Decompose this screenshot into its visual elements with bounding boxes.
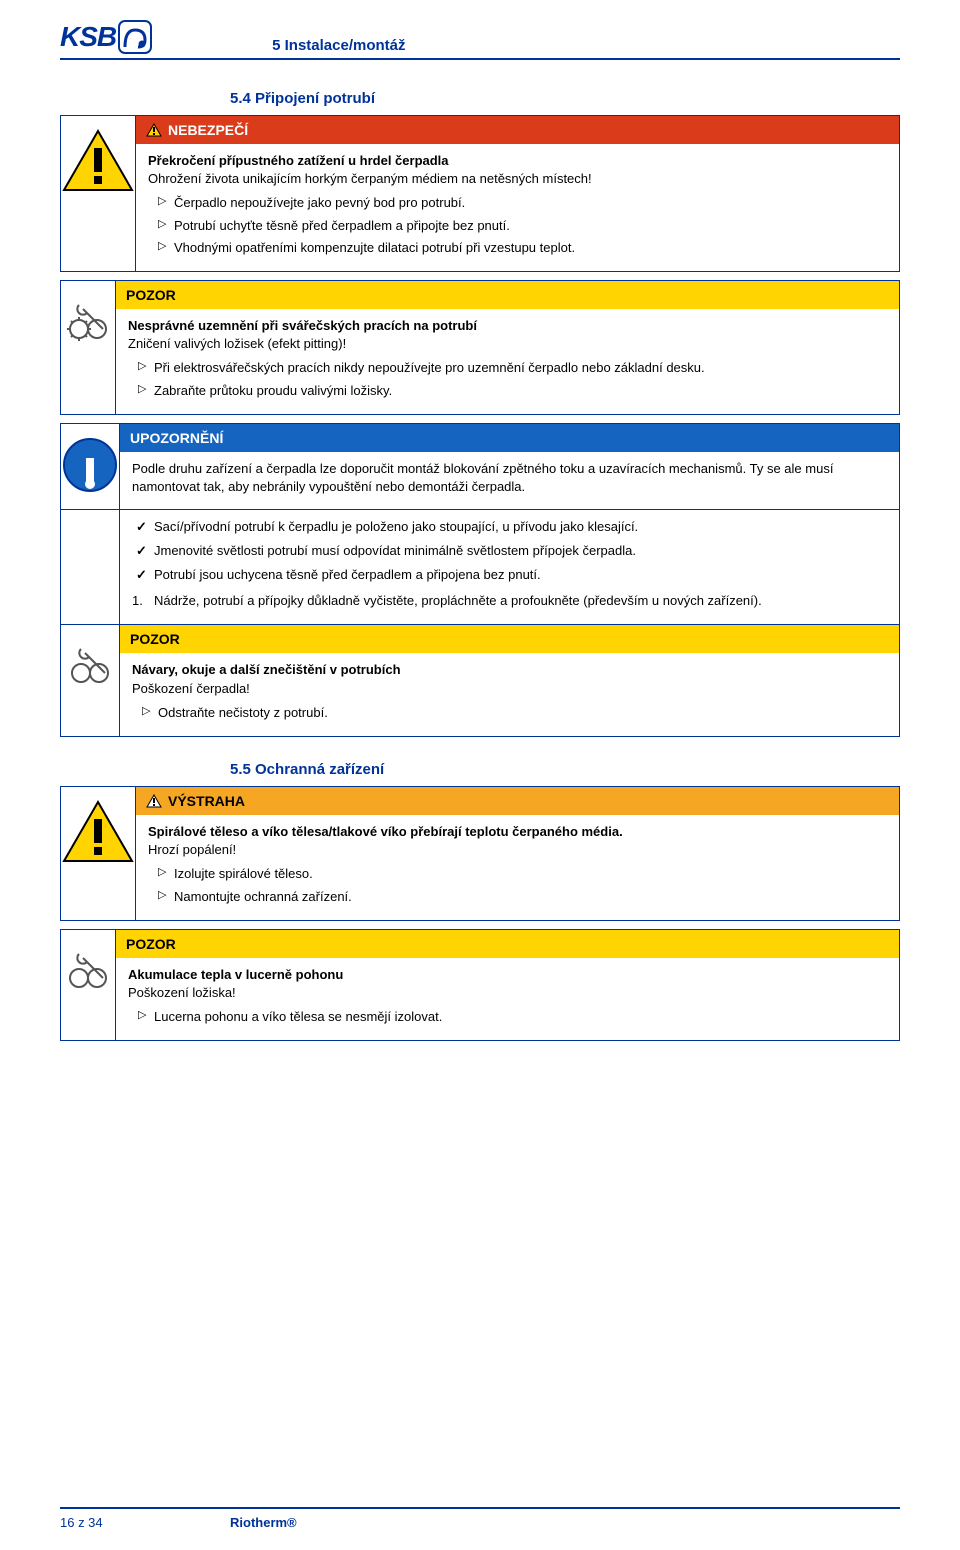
notice-text: Podle druhu zařízení a čerpadla lze dopo… (120, 452, 899, 506)
warning-banner: VÝSTRAHA (136, 787, 899, 815)
caution55-label: POZOR (126, 936, 176, 952)
notice-box: UPOZORNĚNÍ Podle druhu zařízení a čerpad… (60, 423, 900, 737)
chapter-title: 5 Instalace/montáž (272, 37, 405, 54)
danger-banner: NEBEZPEČÍ (136, 116, 899, 144)
wrench-gear-icon (61, 942, 115, 996)
caution1-sub: Zničení valivých ložisek (efekt pitting)… (128, 335, 887, 353)
product-name: Riotherm® (230, 1515, 297, 1530)
checks-block: Sací/přívodní potrubí k čerpadlu je polo… (120, 518, 899, 625)
warning-list: Izolujte spirálové těleso. Namontujte oc… (148, 865, 887, 905)
notice-banner: UPOZORNĚNÍ (120, 424, 899, 452)
caution55-icon-cell (61, 929, 116, 1041)
wrench-gear-icon (61, 293, 115, 347)
check-item: Potrubí jsou uchycena těsně před čerpadl… (132, 566, 887, 584)
caution1-banner: POZOR (116, 281, 899, 309)
caution2-text: Návary, okuje a další znečištění v potru… (120, 653, 899, 736)
caution55-headline: Akumulace tepla v lucerně pohonu (128, 966, 887, 984)
caution2-label: POZOR (130, 631, 180, 647)
warning-item: Namontujte ochranná zařízení. (148, 888, 887, 906)
caution1-headline: Nesprávné uzemnění při svářečských prací… (128, 317, 887, 335)
warning-item: Izolujte spirálové těleso. (148, 865, 887, 883)
caution1-item: Zabraňte průtoku proudu valivými ložisky… (128, 382, 887, 400)
banner-warning-icon (146, 794, 162, 808)
section-5-5-title: 5.5 Ochranná zařízení (230, 761, 900, 778)
caution2-headline: Návary, okuje a další znečištění v potru… (132, 661, 887, 679)
danger-icon-cell (61, 116, 136, 272)
banner-warning-icon (146, 123, 162, 137)
notice-icon-cell (61, 423, 120, 509)
page-footer: 16 z 34 Riotherm® (60, 1507, 900, 1530)
caution1-label: POZOR (126, 287, 176, 303)
page-number: 16 z 34 (60, 1515, 230, 1530)
warning-headline: Spirálové těleso a víko tělesa/tlakové v… (148, 823, 887, 841)
danger-item: Vhodnými opatřeními kompenzujte dilataci… (148, 239, 887, 257)
caution1-icon-cell (61, 280, 116, 414)
notice-label: UPOZORNĚNÍ (130, 430, 223, 446)
danger-list: Čerpadlo nepoužívejte jako pevný bod pro… (148, 194, 887, 257)
numbered-list: 1. Nádrže, potrubí a přípojky důkladně v… (132, 592, 887, 610)
logo-mark-icon (118, 20, 152, 54)
numbered-item: 1. Nádrže, potrubí a přípojky důkladně v… (132, 592, 887, 610)
spacer-icon-cell (61, 509, 120, 625)
warning-box: VÝSTRAHA Spirálové těleso a víko tělesa/… (60, 786, 900, 921)
content: 5.4 Připojení potrubí (230, 90, 900, 1041)
check-item: Sací/přívodní potrubí k čerpadlu je polo… (132, 518, 887, 536)
check-item: Jmenovité světlosti potrubí musí odpovíd… (132, 542, 887, 560)
warning-text: Spirálové těleso a víko tělesa/tlakové v… (136, 815, 899, 920)
caution2-item: Odstraňte nečistoty z potrubí. (132, 704, 887, 722)
page-header: KSB 5 Instalace/montáž (60, 20, 900, 60)
caution-box-1: POZOR Nesprávné uzemnění při svářečských… (60, 280, 900, 415)
section-5-4-title: 5.4 Připojení potrubí (230, 90, 900, 107)
warning-triangle-icon (61, 128, 135, 194)
caution-box-55: POZOR Akumulace tepla v lucerně pohonu P… (60, 929, 900, 1042)
page: KSB 5 Instalace/montáž 5.4 Připojení pot… (0, 0, 960, 1550)
caution1-item: Při elektrosvářečských pracích nikdy nep… (128, 359, 887, 377)
warning-icon-cell (61, 787, 136, 921)
check-list: Sací/přívodní potrubí k čerpadlu je polo… (132, 518, 887, 585)
caution1-list: Při elektrosvářečských pracích nikdy nep… (128, 359, 887, 399)
danger-sub: Ohrožení života unikajícím horkým čerpan… (148, 170, 887, 188)
danger-headline: Překročení přípustného zatížení u hrdel … (148, 152, 887, 170)
warning-triangle-icon (61, 799, 135, 865)
logo-text: KSB (60, 21, 116, 53)
caution2-list: Odstraňte nečistoty z potrubí. (132, 704, 887, 722)
caution1-text: Nesprávné uzemnění při svářečských prací… (116, 309, 899, 414)
wrench-gear-icon (63, 637, 117, 691)
info-mandatory-icon (61, 436, 119, 494)
caution55-sub: Poškození ložiska! (128, 984, 887, 1002)
caution2-icon-cell (61, 625, 120, 737)
caution2-banner: POZOR (120, 625, 899, 653)
numbered-index: 1. (132, 592, 143, 610)
danger-text: Překročení přípustného zatížení u hrdel … (136, 144, 899, 271)
caution55-list: Lucerna pohonu a víko tělesa se nesmějí … (128, 1008, 887, 1026)
danger-item: Potrubí uchyťte těsně před čerpadlem a p… (148, 217, 887, 235)
danger-box: NEBEZPEČÍ Překročení přípustného zatížen… (60, 115, 900, 272)
warning-sub: Hrozí popálení! (148, 841, 887, 859)
caution2-sub: Poškození čerpadla! (132, 680, 887, 698)
warning-label: VÝSTRAHA (168, 793, 245, 809)
numbered-text: Nádrže, potrubí a přípojky důkladně vyči… (154, 593, 762, 608)
caution55-item: Lucerna pohonu a víko tělesa se nesmějí … (128, 1008, 887, 1026)
caution55-text: Akumulace tepla v lucerně pohonu Poškoze… (116, 958, 899, 1041)
danger-item: Čerpadlo nepoužívejte jako pevný bod pro… (148, 194, 887, 212)
danger-label: NEBEZPEČÍ (168, 122, 248, 138)
caution55-banner: POZOR (116, 930, 899, 958)
logo: KSB (60, 20, 152, 54)
